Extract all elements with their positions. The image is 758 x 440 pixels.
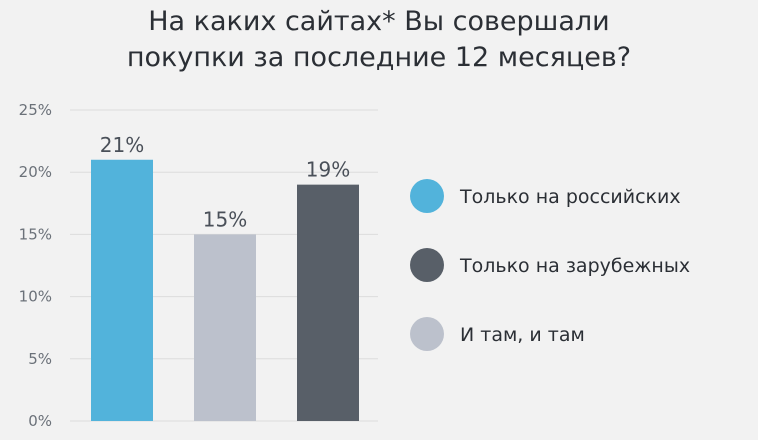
legend-label: Только на зарубежных [459,255,690,277]
chart-title-line-1: На каких сайтах* Вы совершали [148,6,610,37]
data-labels: 21% 15% 19% [100,133,350,232]
legend: Только на российских Только на зарубежных… [410,179,690,351]
legend-swatch [410,179,444,213]
legend-swatch [410,317,444,351]
bar [297,184,359,421]
bar [91,159,153,421]
data-label: 21% [100,133,144,157]
data-label: 15% [203,207,247,231]
y-tick-label: 0% [28,412,52,430]
legend-label: И там, и там [460,324,585,346]
y-tick-label: 20% [19,163,52,181]
legend-label: Только на российских [459,186,681,208]
legend-swatch [410,248,444,282]
y-tick-label: 25% [19,101,52,119]
bar [194,234,256,421]
y-tick-label: 15% [19,225,52,243]
y-tick-label: 10% [19,288,52,306]
y-axis-ticks: 0% 5% 10% 15% 20% 25% [19,101,52,430]
chart-title: На каких сайтах* Вы совершали покупки за… [0,4,758,76]
bars [91,159,359,421]
y-tick-label: 5% [28,350,52,368]
chart-title-line-2: покупки за последние 12 месяцев? [126,42,632,73]
data-label: 19% [306,158,350,182]
